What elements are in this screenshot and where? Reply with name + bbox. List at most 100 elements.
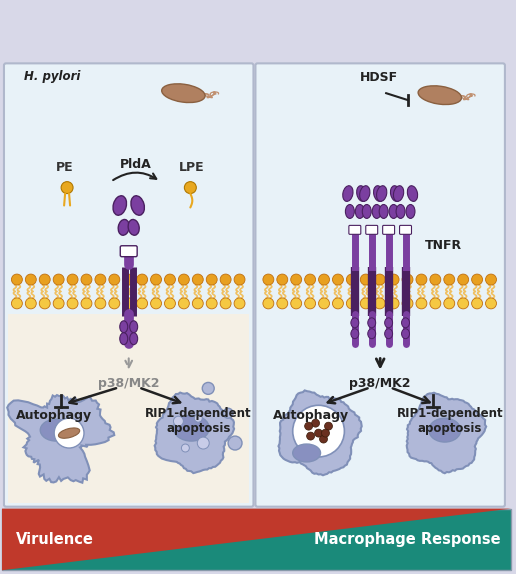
Bar xyxy=(260,314,501,503)
Circle shape xyxy=(137,298,148,309)
Circle shape xyxy=(293,405,344,457)
Circle shape xyxy=(95,274,106,285)
Circle shape xyxy=(179,274,189,285)
Circle shape xyxy=(458,298,469,309)
Circle shape xyxy=(234,274,245,285)
Circle shape xyxy=(220,298,231,309)
Circle shape xyxy=(332,274,344,285)
Circle shape xyxy=(304,274,316,285)
Circle shape xyxy=(263,274,274,285)
Ellipse shape xyxy=(351,329,359,339)
Ellipse shape xyxy=(130,321,138,333)
Ellipse shape xyxy=(173,415,209,441)
Circle shape xyxy=(202,382,214,394)
Circle shape xyxy=(123,298,134,309)
Circle shape xyxy=(430,298,441,309)
FancyBboxPatch shape xyxy=(120,246,137,257)
Ellipse shape xyxy=(351,318,359,328)
Circle shape xyxy=(184,181,196,193)
Ellipse shape xyxy=(362,204,371,219)
Ellipse shape xyxy=(377,186,387,201)
Text: Virulence: Virulence xyxy=(16,532,94,547)
Bar xyxy=(8,314,249,503)
Ellipse shape xyxy=(374,186,384,201)
Circle shape xyxy=(81,298,92,309)
Circle shape xyxy=(312,419,319,427)
Circle shape xyxy=(39,298,50,309)
Circle shape xyxy=(319,435,328,443)
Circle shape xyxy=(192,274,203,285)
Circle shape xyxy=(318,298,330,309)
Circle shape xyxy=(360,298,371,309)
Text: Autophagy: Autophagy xyxy=(16,409,92,422)
Ellipse shape xyxy=(118,219,130,235)
Ellipse shape xyxy=(120,333,128,344)
Polygon shape xyxy=(2,509,511,571)
Circle shape xyxy=(173,416,183,426)
Circle shape xyxy=(307,432,315,440)
Ellipse shape xyxy=(113,196,126,215)
Circle shape xyxy=(11,274,22,285)
Circle shape xyxy=(123,274,134,285)
Circle shape xyxy=(192,298,203,309)
Circle shape xyxy=(374,298,385,309)
Circle shape xyxy=(277,298,288,309)
Text: p38/MK2: p38/MK2 xyxy=(349,378,411,390)
Ellipse shape xyxy=(401,318,410,328)
Circle shape xyxy=(277,274,288,285)
Circle shape xyxy=(416,298,427,309)
Circle shape xyxy=(39,274,50,285)
Text: LPE: LPE xyxy=(179,161,204,174)
Circle shape xyxy=(332,298,344,309)
Ellipse shape xyxy=(120,321,128,333)
Ellipse shape xyxy=(418,86,461,104)
Polygon shape xyxy=(407,393,486,473)
Ellipse shape xyxy=(343,186,353,201)
Circle shape xyxy=(388,298,399,309)
Circle shape xyxy=(223,408,233,418)
Circle shape xyxy=(402,298,413,309)
Circle shape xyxy=(109,298,120,309)
Ellipse shape xyxy=(58,428,79,439)
Text: H. pylori: H. pylori xyxy=(24,70,80,83)
Ellipse shape xyxy=(40,419,72,441)
Circle shape xyxy=(304,422,313,430)
Text: PE: PE xyxy=(56,161,74,174)
Circle shape xyxy=(486,298,496,309)
Circle shape xyxy=(25,274,36,285)
Circle shape xyxy=(197,437,209,449)
Circle shape xyxy=(165,298,175,309)
Circle shape xyxy=(234,298,245,309)
Circle shape xyxy=(54,418,84,448)
Circle shape xyxy=(346,298,357,309)
Ellipse shape xyxy=(384,318,393,328)
Text: p38/MK2: p38/MK2 xyxy=(98,378,159,390)
Circle shape xyxy=(291,274,302,285)
Ellipse shape xyxy=(293,444,320,462)
Polygon shape xyxy=(155,393,234,473)
Ellipse shape xyxy=(356,204,364,219)
Circle shape xyxy=(472,274,482,285)
Circle shape xyxy=(53,298,64,309)
Circle shape xyxy=(444,298,455,309)
Ellipse shape xyxy=(131,196,144,215)
Circle shape xyxy=(25,298,36,309)
Polygon shape xyxy=(279,390,362,475)
Circle shape xyxy=(206,298,217,309)
FancyBboxPatch shape xyxy=(349,226,361,234)
FancyBboxPatch shape xyxy=(366,226,378,234)
Circle shape xyxy=(95,298,106,309)
Circle shape xyxy=(318,274,330,285)
Circle shape xyxy=(315,429,322,437)
Ellipse shape xyxy=(128,219,139,235)
Circle shape xyxy=(67,298,78,309)
Circle shape xyxy=(291,298,302,309)
Text: HDSF: HDSF xyxy=(360,71,398,84)
Circle shape xyxy=(374,274,385,285)
Text: TNFR: TNFR xyxy=(425,239,462,252)
Ellipse shape xyxy=(162,84,205,103)
Circle shape xyxy=(151,274,162,285)
Ellipse shape xyxy=(393,186,404,201)
Circle shape xyxy=(388,274,399,285)
Text: PldA: PldA xyxy=(120,158,152,170)
